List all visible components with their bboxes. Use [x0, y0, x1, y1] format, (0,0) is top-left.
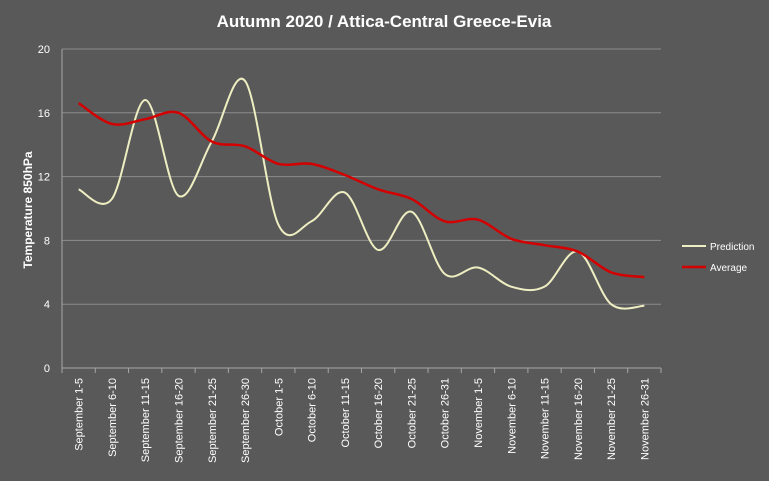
x-category-label: September 6-10 — [107, 378, 119, 457]
x-category-label: November 16-20 — [573, 378, 585, 460]
legend-label-average: Average — [710, 263, 748, 274]
x-category-label: October 1-5 — [273, 378, 285, 436]
y-tick-label: 4 — [44, 299, 50, 311]
x-category-label: November 1-5 — [473, 378, 485, 448]
series-lines — [77, 77, 645, 310]
chart-title: Autumn 2020 / Attica-Central Greece-Evia — [217, 12, 552, 31]
x-category-label: October 21-25 — [406, 378, 418, 448]
y-tick-label: 20 — [38, 44, 50, 56]
x-category-label: November 6-10 — [506, 378, 518, 454]
x-category-label: September 21-25 — [207, 378, 219, 463]
x-category-label: October 16-20 — [373, 378, 385, 448]
x-category-label: September 16-20 — [173, 378, 185, 463]
y-tick-label: 8 — [44, 235, 50, 247]
legend: Prediction Average — [682, 242, 754, 274]
x-category-label: September 11-15 — [140, 378, 152, 462]
x-axis-categories: September 1-5 September 6-10 September 11-… — [74, 378, 652, 463]
x-category-label: September 26-30 — [240, 378, 252, 463]
x-category-label: November 26-31 — [639, 378, 651, 460]
legend-label-prediction: Prediction — [710, 242, 754, 253]
series-line-average — [77, 102, 645, 279]
x-category-label: October 26-31 — [440, 378, 452, 448]
y-axis-label: Temperature 850hPa — [21, 151, 35, 268]
y-tick-label: 12 — [38, 172, 50, 184]
y-tick-label: 16 — [38, 108, 50, 120]
x-category-label: November 21-25 — [606, 378, 618, 460]
y-axis-ticks: 0 4 8 12 16 20 — [38, 44, 50, 375]
x-category-label: October 6-10 — [307, 378, 319, 442]
x-category-label: October 11-15 — [340, 378, 352, 448]
y-tick-label: 0 — [44, 363, 50, 375]
gridlines — [61, 48, 662, 373]
x-category-label: November 11-15 — [540, 378, 552, 459]
x-category-label: September 1-5 — [74, 378, 86, 451]
